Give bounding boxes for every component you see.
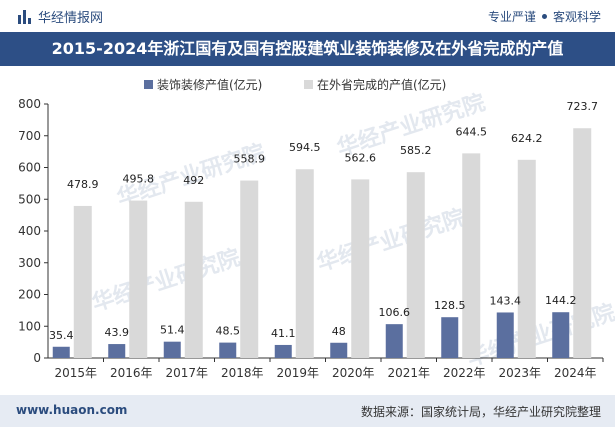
watermark-4: 华经产业研究院	[464, 299, 615, 371]
data-label-other-province-0: 478.9	[67, 178, 99, 191]
x-tick-label: 2021年	[387, 366, 430, 380]
watermark-3: 华经产业研究院	[314, 204, 469, 276]
data-label-decoration-8: 143.4	[490, 294, 522, 307]
bar-other-province-4	[295, 169, 314, 358]
dot-icon	[541, 14, 547, 19]
data-label-other-province-7: 644.5	[456, 125, 488, 138]
top-bar: 华经情报网 专业严谨 客观科学	[0, 0, 615, 32]
bar-other-province-0	[73, 205, 92, 358]
data-label-decoration-5: 48	[332, 325, 346, 338]
x-tick-label: 2024年	[554, 366, 597, 380]
bar-other-province-5	[351, 179, 370, 358]
data-label-decoration-7: 128.5	[434, 299, 466, 312]
data-source: 数据来源：国家统计局，华经产业研究院整理	[360, 405, 601, 419]
legend-label-0: 装饰装修产值(亿元)	[157, 77, 262, 92]
footer: www.huaon.com 数据来源：国家统计局，华经产业研究院整理	[0, 395, 615, 427]
data-label-other-province-8: 624.2	[511, 132, 543, 145]
bar-decoration-1	[108, 344, 126, 358]
legend-swatch-1	[304, 80, 313, 89]
website-link[interactable]: www.huaon.com	[16, 403, 128, 417]
brand: 华经情报网	[18, 7, 103, 26]
bar-decoration-7	[441, 317, 459, 358]
x-tick-label: 2017年	[165, 366, 208, 380]
bar-other-province-8	[517, 159, 536, 358]
data-label-other-province-9: 723.7	[567, 100, 599, 113]
bar-other-province-3	[240, 180, 259, 358]
bar-decoration-2	[163, 341, 181, 358]
data-label-other-province-1: 495.8	[123, 173, 155, 186]
bar-decoration-9	[552, 312, 570, 358]
chart: 华经产业研究院华经产业研究院华经产业研究院华经产业研究院华经产业研究院装饰装修产…	[18, 77, 615, 380]
y-tick-label: 600	[18, 161, 41, 175]
bar-other-province-2	[184, 201, 203, 358]
data-label-decoration-1: 43.9	[105, 326, 130, 339]
y-tick-label: 100	[18, 319, 41, 333]
tag-objective: 客观科学	[552, 10, 601, 24]
bar-other-province-6	[406, 172, 425, 358]
bar-decoration-3	[219, 342, 237, 358]
data-label-other-province-2: 492	[183, 174, 204, 187]
y-tick-label: 800	[18, 97, 41, 111]
tagline: 专业严谨 客观科学	[488, 8, 601, 25]
data-label-other-province-5: 562.6	[345, 151, 377, 164]
bar-decoration-8	[496, 312, 514, 358]
tag-professional: 专业严谨	[487, 10, 536, 24]
bar-decoration-4	[274, 344, 292, 358]
x-tick-label: 2018年	[221, 366, 264, 380]
x-tick-label: 2022年	[443, 366, 486, 380]
watermark-2: 华经产业研究院	[89, 244, 244, 316]
x-tick-label: 2019年	[276, 366, 319, 380]
y-tick-label: 700	[18, 129, 41, 143]
data-label-decoration-3: 48.5	[216, 325, 241, 338]
y-tick-label: 300	[18, 256, 41, 270]
data-label-decoration-4: 41.1	[271, 327, 296, 340]
data-label-decoration-0: 35.4	[49, 329, 74, 342]
bar-decoration-5	[330, 342, 348, 358]
data-label-other-province-4: 594.5	[289, 141, 321, 154]
bar-other-province-1	[129, 200, 148, 358]
y-tick-label: 500	[18, 192, 41, 206]
data-label-other-province-6: 585.2	[400, 144, 432, 157]
y-tick-label: 400	[18, 224, 41, 238]
data-label-decoration-2: 51.4	[160, 324, 185, 337]
x-tick-label: 2016年	[110, 366, 153, 380]
x-tick-label: 2015年	[54, 366, 97, 380]
brand-name: 华经情报网	[38, 11, 104, 26]
chart-title: 2015-2024年浙江国有及国有控股建筑业装饰装修及在外省完成的产值	[0, 32, 615, 66]
legend-label-1: 在外省完成的产值(亿元)	[317, 77, 446, 92]
y-tick-label: 0	[33, 351, 41, 365]
legend-swatch-0	[144, 80, 153, 89]
x-tick-label: 2023年	[498, 366, 541, 380]
data-label-other-province-3: 558.9	[234, 153, 266, 166]
bar-decoration-6	[385, 324, 403, 358]
bar-logo-icon	[18, 9, 32, 24]
bar-other-province-7	[462, 153, 481, 358]
bar-other-province-9	[573, 128, 592, 358]
bar-decoration-0	[52, 346, 70, 358]
x-tick-label: 2020年	[332, 366, 375, 380]
data-label-decoration-9: 144.2	[545, 294, 577, 307]
y-tick-label: 200	[18, 288, 41, 302]
data-label-decoration-6: 106.6	[379, 306, 411, 319]
